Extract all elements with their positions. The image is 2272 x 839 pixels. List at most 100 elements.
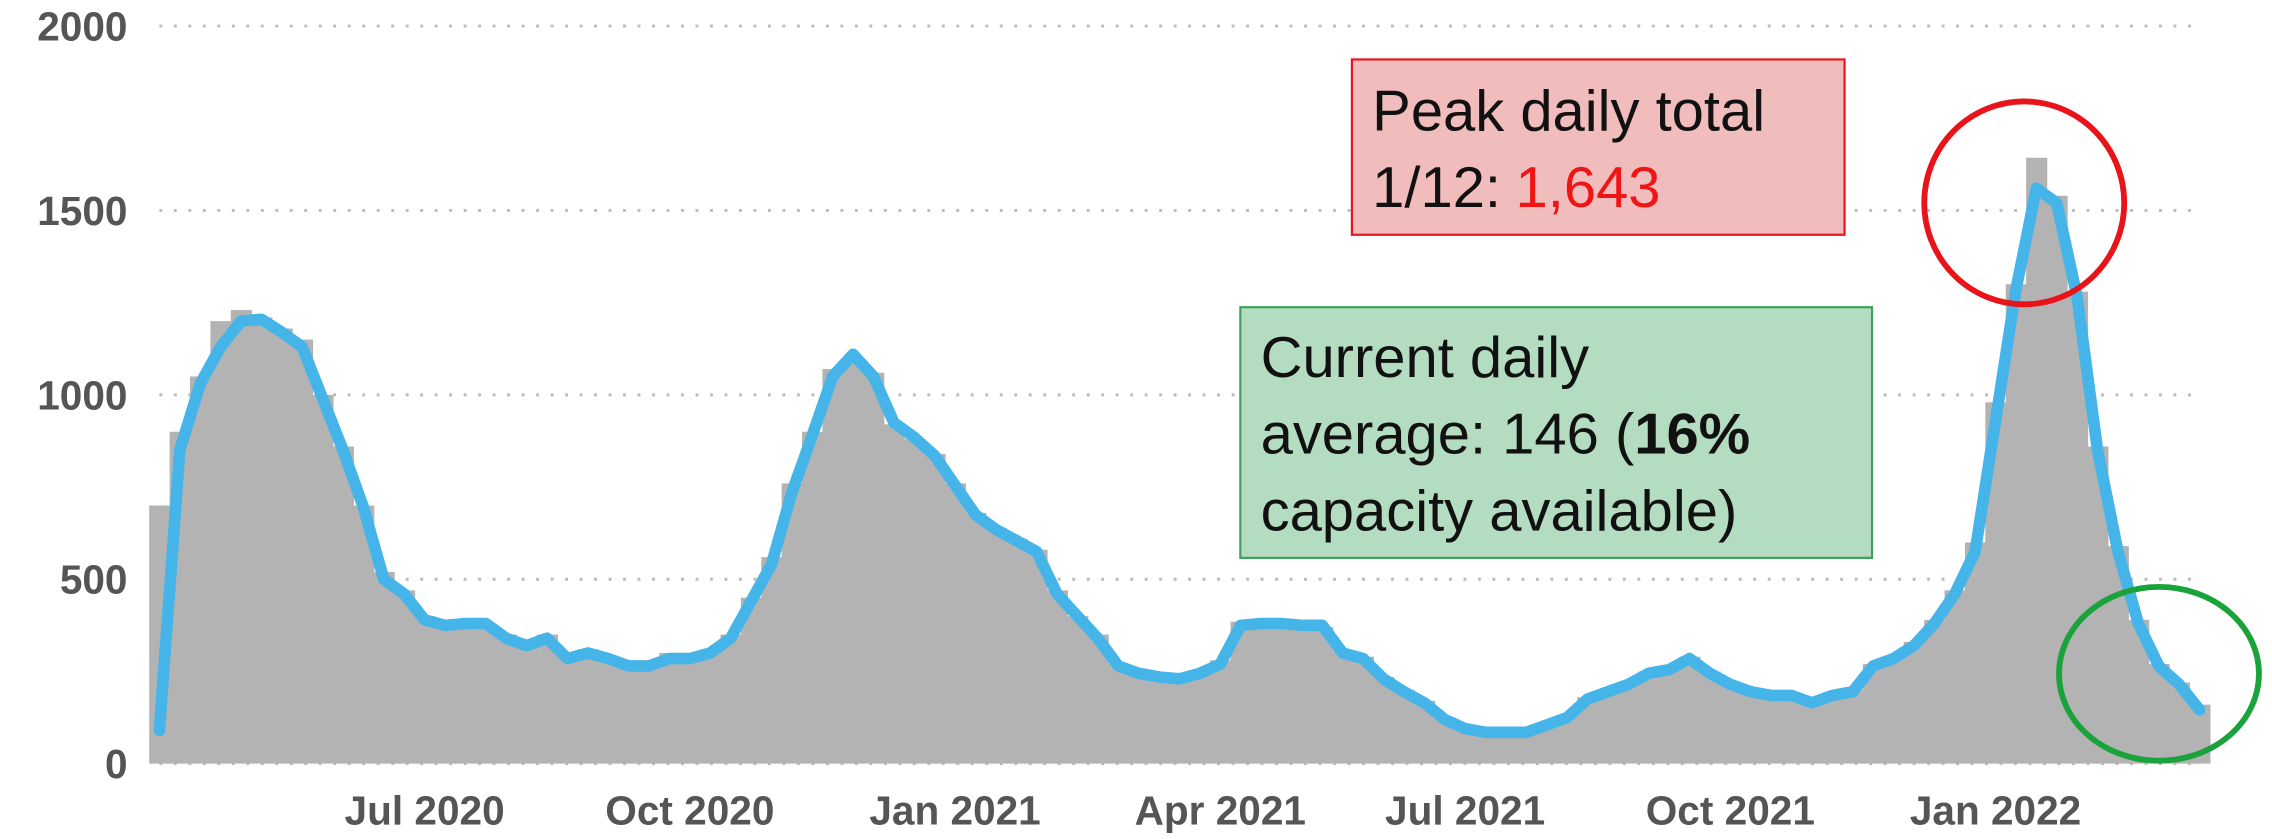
bar (2148, 664, 2170, 764)
bar (1638, 671, 1660, 764)
bar (904, 439, 926, 764)
bar (577, 649, 599, 764)
bar (1434, 717, 1456, 764)
bar (1495, 730, 1517, 764)
bar (496, 634, 518, 764)
bar (1720, 682, 1742, 764)
bar (1393, 689, 1415, 764)
bar (1108, 664, 1130, 764)
line (153, 182, 2206, 739)
bar (1985, 402, 2007, 764)
bar (802, 431, 824, 764)
bar (1822, 693, 1844, 764)
current-text: average: 146 ( (1261, 403, 1635, 467)
bar (1924, 619, 1946, 764)
bar (1964, 542, 1987, 764)
bar (455, 619, 477, 764)
bar (1699, 671, 1721, 764)
bar (230, 310, 252, 764)
bar (1556, 715, 1579, 764)
bar (1067, 616, 1089, 764)
bar (822, 369, 844, 764)
bar (414, 616, 436, 764)
bars (149, 157, 2211, 764)
y-tick-label: 2000 (37, 4, 127, 50)
bar (1658, 667, 1681, 764)
bar (863, 372, 885, 764)
bar (2005, 284, 2027, 764)
bar (1250, 621, 1273, 764)
bar (1862, 664, 1885, 764)
bar (781, 483, 803, 764)
bar (1312, 627, 1334, 764)
bar (618, 664, 640, 764)
bar (373, 571, 395, 764)
bar (2046, 195, 2068, 764)
bar (761, 557, 783, 764)
lines (153, 182, 2206, 739)
bar (2168, 682, 2191, 764)
bar (1414, 700, 1436, 764)
bar (659, 653, 681, 764)
bar (189, 376, 212, 764)
bar (312, 394, 334, 764)
bar (516, 641, 538, 764)
bar (924, 453, 946, 764)
bar (2026, 157, 2048, 764)
bar (291, 339, 314, 764)
current-line3: capacity available) (1261, 479, 1738, 543)
x-tick-label: Jul 2021 (1385, 787, 1545, 833)
bar (1148, 675, 1170, 764)
bar (475, 623, 497, 764)
bar (434, 619, 456, 764)
bar (394, 590, 416, 764)
bar (1618, 682, 1640, 764)
current-line1: Current daily (1261, 326, 1589, 390)
bar (944, 483, 966, 764)
bar (1026, 549, 1048, 764)
bar (1006, 538, 1028, 764)
bar (1760, 693, 1783, 764)
bar (1475, 730, 1497, 764)
peak-box (1350, 58, 1846, 236)
x-tick-label: Jan 2022 (1910, 787, 2081, 833)
bar (353, 505, 375, 764)
bar (965, 512, 987, 764)
bar (1842, 689, 1864, 764)
bar (2066, 291, 2089, 764)
bar (1801, 700, 1823, 764)
current-bold: 16% (1634, 403, 1750, 467)
current-line2: average: 146 (16% (1261, 403, 1751, 467)
bar (1883, 656, 1905, 764)
bar (557, 653, 579, 764)
bar (1352, 656, 1375, 764)
bar (1577, 697, 1599, 764)
current-circle (2056, 583, 2262, 764)
bar (883, 424, 905, 764)
bar (740, 597, 762, 764)
x-tick-label: Oct 2020 (605, 787, 774, 833)
bar (210, 321, 232, 764)
bar (985, 527, 1007, 764)
bar (720, 634, 742, 764)
bar (842, 357, 864, 764)
bar (679, 656, 701, 764)
bar (1230, 621, 1252, 764)
bar (1679, 656, 1701, 764)
x-tick-label: Jul 2020 (345, 787, 505, 833)
bar (700, 649, 722, 764)
bar (1087, 634, 1109, 764)
bar (1046, 590, 1068, 764)
bar (1903, 641, 1925, 764)
x-tick-label: Jan 2021 (869, 787, 1040, 833)
bar (1210, 660, 1232, 764)
bar (1781, 693, 1803, 764)
bar (1536, 723, 1558, 764)
labels: 0 500 1000 1500 2000 Jul 2020 Oct 2020 Jan 2021… (37, 4, 2081, 834)
bar (1454, 726, 1477, 764)
y-tick-label: 1500 (37, 188, 127, 234)
bar (1332, 651, 1354, 764)
peak-value: 1,643 (1516, 156, 1661, 220)
bar (2128, 619, 2150, 764)
